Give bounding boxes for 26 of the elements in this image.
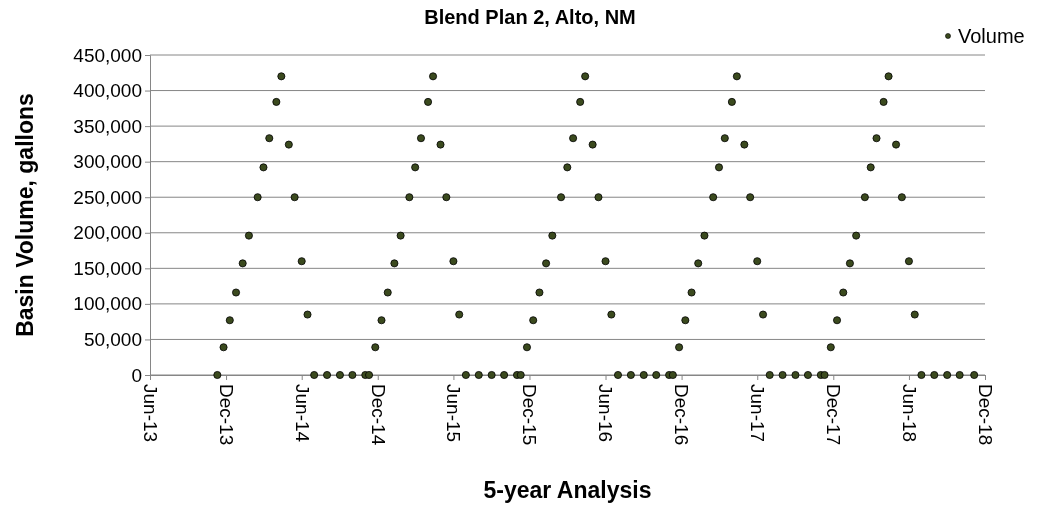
x-tick-label: Jun-18 [898,384,920,443]
chart-title: Blend Plan 2, Alto, NM [424,6,636,28]
x-tick-label: Jun-14 [291,384,313,443]
y-tick-label: 50,000 [83,329,142,351]
x-tick-label: Jun-15 [443,384,465,443]
x-tick-label: Dec-16 [671,384,693,446]
x-tick-label: Dec-14 [367,384,389,446]
x-tick-label: Dec-15 [519,384,541,446]
y-tick-label: 300,000 [73,151,142,173]
x-tick-label: Jun-16 [595,384,617,443]
y-tick-label: 250,000 [73,186,142,208]
y-tick-label: 150,000 [73,257,142,279]
x-tick-label: Jun-13 [139,384,161,443]
y-tick-label: 0 [131,364,142,386]
x-tick-label: Jun-17 [747,384,769,443]
x-tick-label: Dec-13 [215,384,237,446]
y-axis-title: Basin Volume, gallons [12,93,38,337]
legend-label: Volume [958,25,1025,47]
x-tick-label: Dec-17 [823,384,845,446]
x-tick-label: Dec-18 [974,384,996,446]
y-tick-label: 200,000 [73,222,142,244]
y-tick-label: 350,000 [73,115,142,137]
y-tick-label: 100,000 [73,293,142,315]
y-tick-label: 400,000 [73,80,142,102]
y-tick-label: 450,000 [73,44,142,66]
x-axis-title: 5-year Analysis [483,477,652,503]
